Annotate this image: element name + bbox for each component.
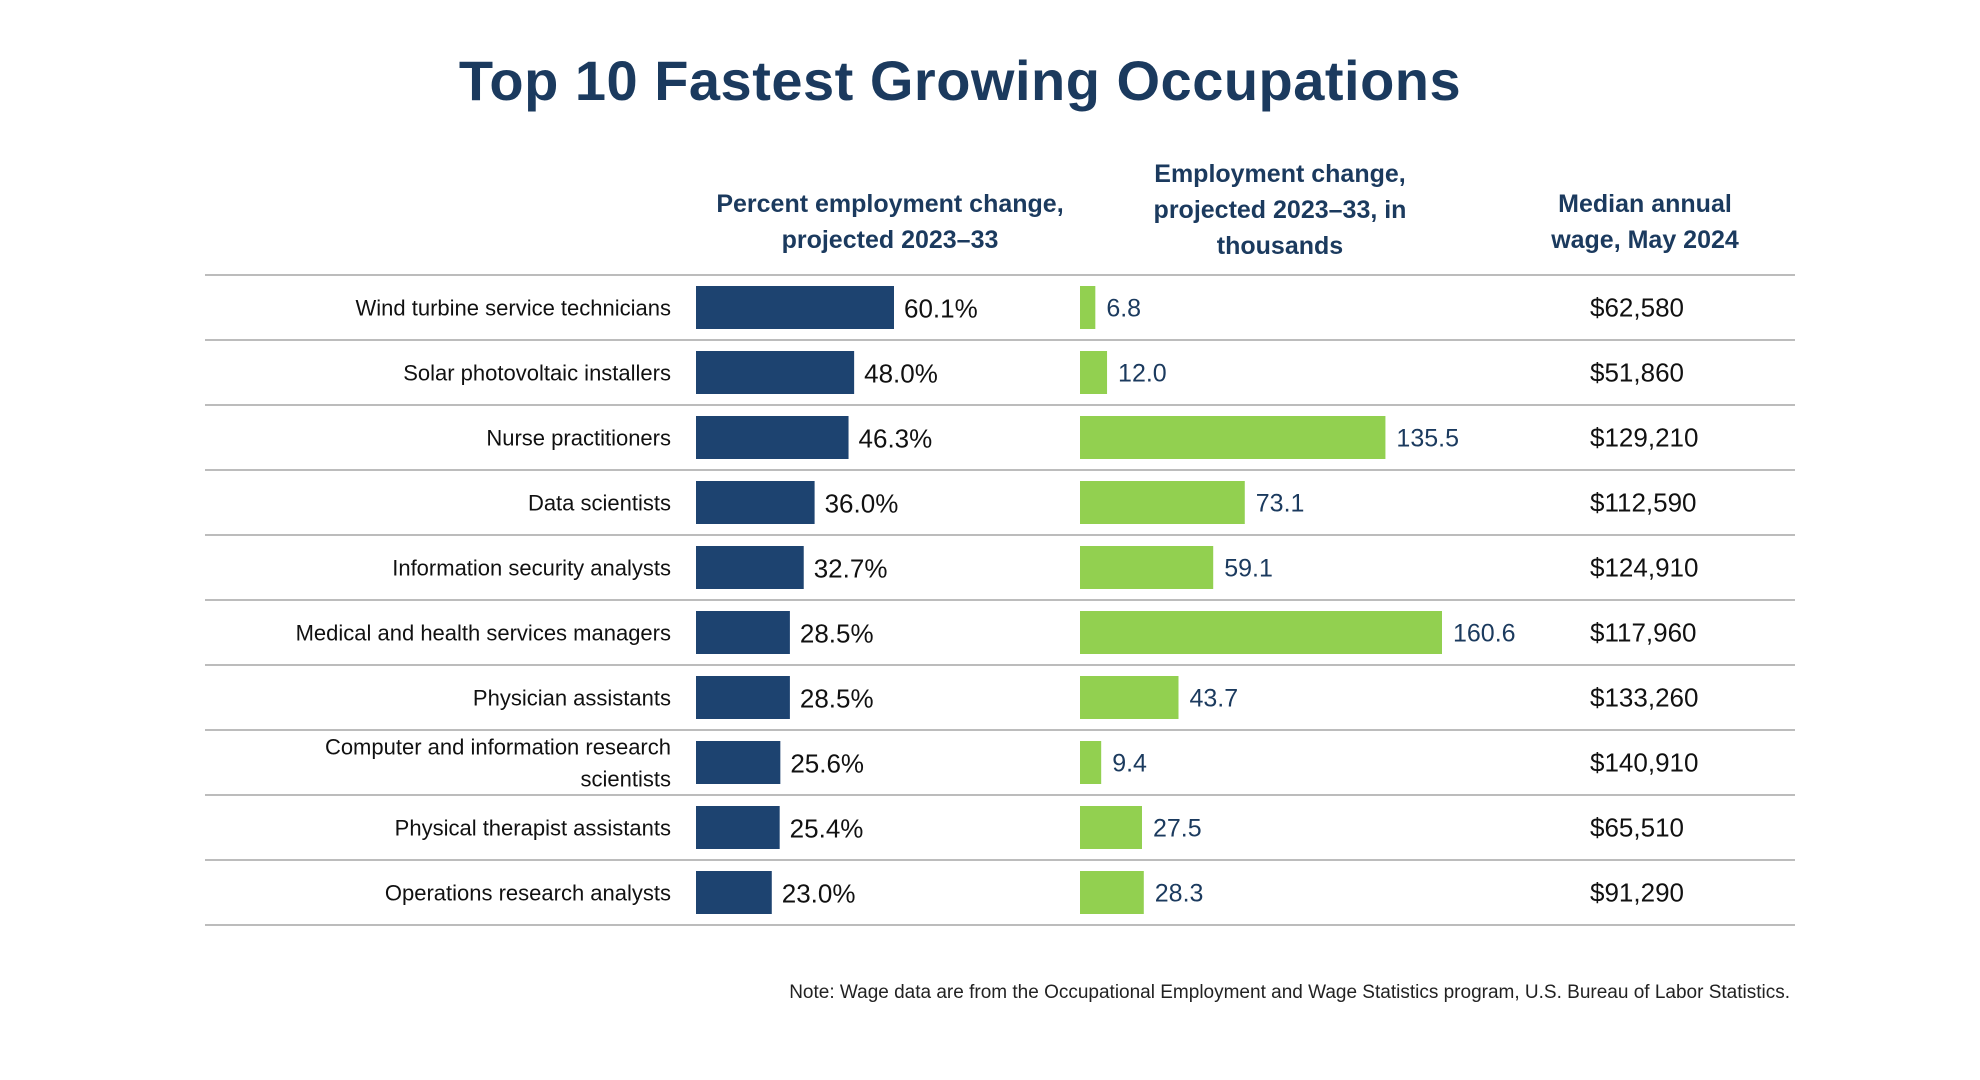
occupation-label: Nurse practitioners xyxy=(486,426,671,451)
employment-value-label: 59.1 xyxy=(1224,555,1273,583)
source-note: Note: Wage data are from the Occupationa… xyxy=(789,982,1790,1003)
employment-value-label: 27.5 xyxy=(1153,815,1202,843)
percent-value-label: 48.0% xyxy=(864,359,938,389)
wage-value: $117,960 xyxy=(1590,618,1697,648)
employment-value-label: 28.3 xyxy=(1155,880,1204,908)
wage-value: $112,590 xyxy=(1590,488,1697,518)
wage-value: $65,510 xyxy=(1590,813,1684,843)
percent-value-label: 25.6% xyxy=(790,749,864,779)
wage-value: $133,260 xyxy=(1590,683,1698,713)
percent-value-label: 60.1% xyxy=(904,294,978,324)
occupation-label: Computer and information research xyxy=(325,735,671,760)
employment-bar xyxy=(1080,871,1144,914)
percent-value-label: 28.5% xyxy=(800,619,874,649)
occupation-label: Physical therapist assistants xyxy=(395,816,671,841)
employment-value-label: 12.0 xyxy=(1118,360,1167,388)
occupation-label: Operations research analysts xyxy=(385,881,671,906)
employment-bar xyxy=(1080,676,1179,719)
percent-bar xyxy=(696,546,804,589)
wage-value: $129,210 xyxy=(1590,423,1698,453)
employment-value-label: 160.6 xyxy=(1453,620,1516,648)
occupation-label: scientists xyxy=(581,767,671,792)
employment-bar xyxy=(1080,611,1442,654)
percent-bar xyxy=(696,611,790,654)
wage-value: $51,860 xyxy=(1590,358,1684,388)
occupation-label: Data scientists xyxy=(528,491,671,516)
occupation-label: Wind turbine service technicians xyxy=(356,296,671,321)
employment-bar xyxy=(1080,286,1096,329)
percent-value-label: 25.4% xyxy=(790,814,864,844)
employment-value-label: 135.5 xyxy=(1396,425,1459,453)
percent-column-header: Percent employment change, projected 202… xyxy=(716,190,1064,254)
occupation-label: Solar photovoltaic installers xyxy=(403,361,671,386)
occupation-label: Medical and health services managers xyxy=(296,621,671,646)
percent-value-label: 46.3% xyxy=(859,424,933,454)
percent-value-label: 28.5% xyxy=(800,684,874,714)
wage-column-header: Median annual wage, May 2024 xyxy=(1551,190,1739,254)
employment-bar xyxy=(1080,741,1102,784)
wage-value: $91,290 xyxy=(1590,878,1684,908)
wage-value: $62,580 xyxy=(1590,293,1684,323)
chart-title: Top 10 Fastest Growing Occupations xyxy=(458,49,1462,112)
percent-bar xyxy=(696,871,772,914)
percent-bar xyxy=(696,416,849,459)
employment-bar xyxy=(1080,806,1142,849)
wage-value: $124,910 xyxy=(1590,553,1698,583)
percent-bar xyxy=(696,806,780,849)
employment-value-label: 6.8 xyxy=(1106,295,1141,323)
occupation-label: Physician assistants xyxy=(473,686,671,711)
percent-value-label: 36.0% xyxy=(825,489,899,519)
occupation-label: Information security analysts xyxy=(392,556,671,581)
employment-value-label: 73.1 xyxy=(1256,490,1305,518)
employment-bar xyxy=(1080,481,1245,524)
percent-bar xyxy=(696,286,894,329)
percent-bar xyxy=(696,481,815,524)
percent-bar xyxy=(696,741,781,784)
wage-value: $140,910 xyxy=(1590,748,1698,778)
employment-column-header: Employment change, projected 2023–33, in… xyxy=(1153,160,1407,260)
employment-value-label: 9.4 xyxy=(1112,750,1147,778)
percent-bar xyxy=(696,676,790,719)
employment-value-label: 43.7 xyxy=(1190,685,1239,713)
employment-bar xyxy=(1080,416,1386,459)
employment-bar xyxy=(1080,546,1214,589)
percent-value-label: 23.0% xyxy=(782,879,856,909)
percent-value-label: 32.7% xyxy=(814,554,888,584)
employment-bar xyxy=(1080,351,1108,394)
percent-bar xyxy=(696,351,855,394)
